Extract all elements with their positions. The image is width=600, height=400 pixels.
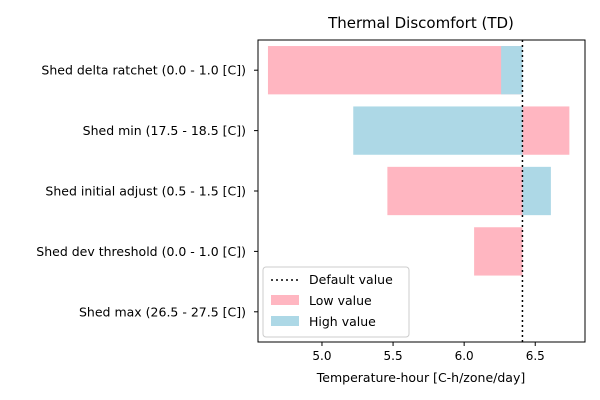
- high-value-bar: [522, 166, 551, 216]
- y-tick-labels: Shed delta ratchet (0.0 - 1.0 [C]) Shed m…: [36, 63, 258, 319]
- high-value-bar: [353, 106, 523, 155]
- low-value-bar: [474, 227, 523, 276]
- x-tick-label: 6.5: [526, 349, 545, 363]
- x-tick-label: 5.5: [384, 349, 403, 363]
- legend-default-label: Default value: [309, 272, 393, 287]
- high-value-bar: [501, 46, 523, 95]
- y-tick-label: Shed max (26.5 - 27.5 [C]): [79, 304, 246, 319]
- legend: Default value Low value High value: [262, 266, 410, 338]
- low-value-bar: [387, 166, 523, 216]
- chart-title: Thermal Discomfort (TD): [327, 14, 514, 32]
- legend-high-label: High value: [309, 314, 376, 329]
- x-tick-label: 5.0: [312, 349, 331, 363]
- x-ticks: 5.0 5.5 6.0 6.5: [312, 342, 545, 363]
- legend-low-label: Low value: [309, 293, 372, 308]
- y-tick-label: Shed initial adjust (0.5 - 1.5 [C]): [45, 184, 246, 199]
- legend-low-swatch: [271, 295, 299, 305]
- y-tick-label: Shed delta ratchet (0.0 - 1.0 [C]): [41, 63, 246, 78]
- y-tick-label: Shed dev threshold (0.0 - 1.0 [C]): [36, 244, 246, 259]
- bars-group: [267, 46, 570, 276]
- legend-high-swatch: [271, 316, 299, 326]
- x-tick-label: 6.0: [455, 349, 474, 363]
- x-axis-label: Temperature-hour [C-h/zone/day]: [316, 370, 525, 385]
- legend-box: [262, 266, 410, 338]
- low-value-bar: [267, 46, 523, 95]
- y-tick-label: Shed min (17.5 - 18.5 [C]): [83, 123, 246, 138]
- plot-frame: [257, 39, 586, 343]
- low-value-bar: [522, 106, 570, 155]
